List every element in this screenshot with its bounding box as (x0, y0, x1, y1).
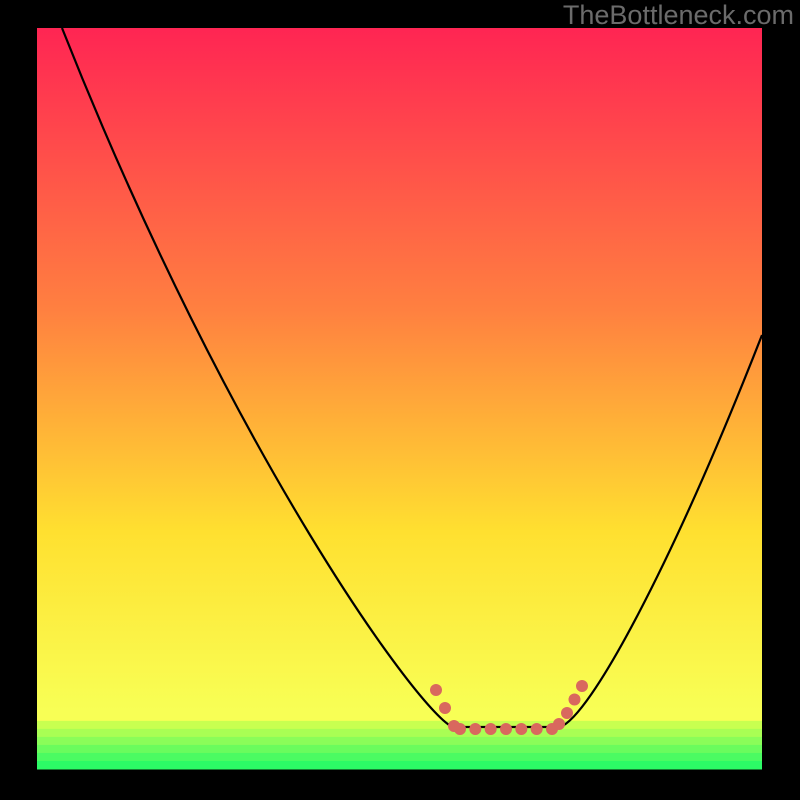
overlay-dot (531, 723, 543, 735)
bottom-band-stripe (37, 753, 762, 762)
gradient-plot-area (37, 28, 762, 769)
overlay-dot (430, 684, 442, 696)
overlay-dot (454, 723, 466, 735)
overlay-dot (485, 723, 497, 735)
bottom-band-stripe (37, 745, 762, 754)
overlay-dot (469, 723, 481, 735)
bottom-band-stripe (37, 721, 762, 730)
bottom-band-stripe (37, 761, 762, 770)
chart-container: TheBottleneck.com (0, 0, 800, 800)
overlay-dot (561, 707, 573, 719)
overlay-dot (576, 680, 588, 692)
watermark-text: TheBottleneck.com (563, 0, 794, 31)
overlay-dot (515, 723, 527, 735)
bottom-band-stripe (37, 729, 762, 738)
overlay-dot (553, 718, 565, 730)
overlay-dot (569, 694, 581, 706)
bottom-band-stripe (37, 737, 762, 746)
overlay-dot (500, 723, 512, 735)
bottleneck-curve-chart (0, 0, 800, 800)
overlay-dot (439, 702, 451, 714)
